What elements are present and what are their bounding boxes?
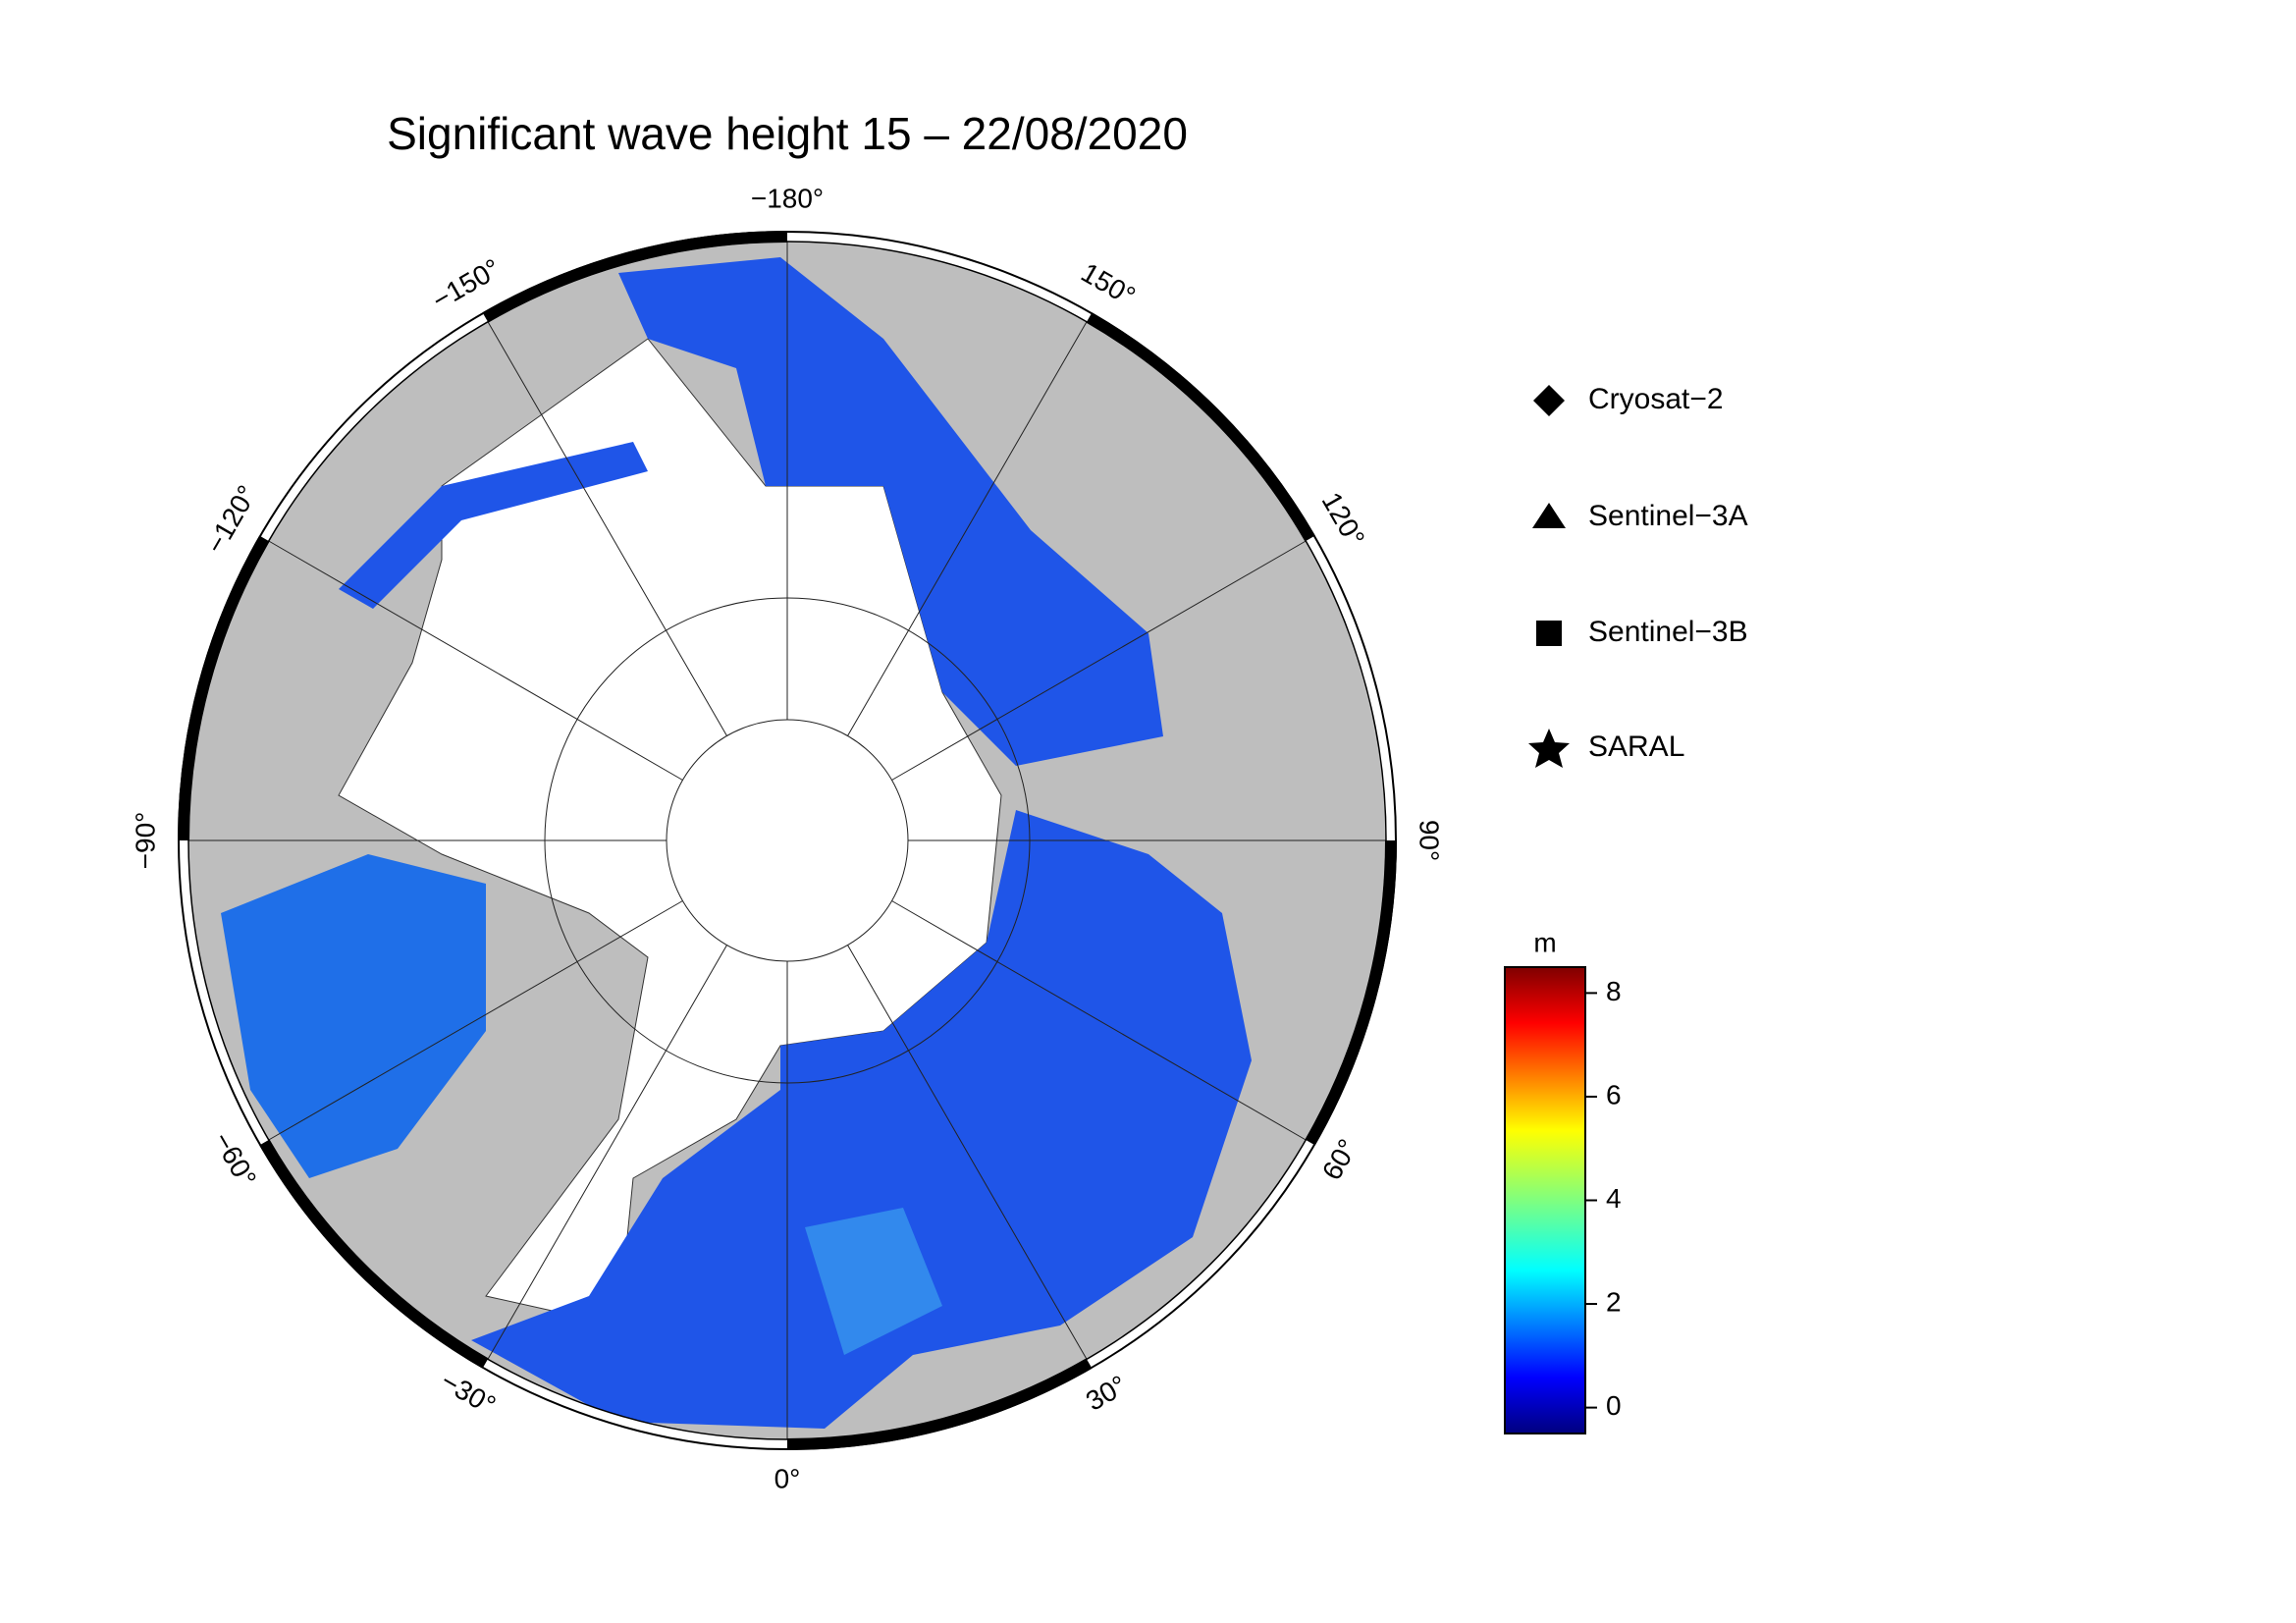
lon-label: 90° (1415, 820, 1445, 861)
meridian (487, 945, 727, 1360)
colorbar-tick-label: 0 (1606, 1390, 1622, 1421)
meridian (891, 540, 1307, 781)
wave-swath (805, 1208, 942, 1355)
map-body (188, 242, 1386, 1439)
frame-segment (259, 1139, 489, 1369)
graticule (188, 242, 1386, 1439)
lon-label: −60° (207, 1127, 262, 1192)
lon-label: −30° (436, 1366, 501, 1421)
meridian (847, 945, 1088, 1360)
wave-swath (339, 442, 648, 609)
colorbar: m 0 2 4 6 8 (1504, 927, 1622, 1434)
map-frame (178, 231, 1397, 1450)
colorbar-ramp (1504, 966, 1586, 1434)
legend-marker (1533, 385, 1565, 416)
meridian (487, 321, 727, 736)
colorbar-unit: m (1533, 927, 1556, 957)
map-title: Significant wave height 15 – 22/08/2020 (387, 108, 1188, 159)
legend-label: Sentinel−3B (1588, 616, 1748, 648)
legend-marker (1532, 503, 1566, 528)
lon-label: −90° (130, 812, 160, 870)
lon-label: 0° (774, 1463, 801, 1493)
colorbar-tick-label: 4 (1606, 1183, 1622, 1214)
frame-segment (786, 1358, 1093, 1450)
wave-swath (471, 810, 1252, 1429)
colorbar-tick-label: 8 (1606, 976, 1622, 1006)
frame-segment (1305, 839, 1397, 1146)
meridian (268, 900, 683, 1141)
wave-swath (618, 257, 1163, 766)
frame-segment (482, 231, 788, 323)
meridian (891, 900, 1307, 1141)
meridian (847, 321, 1088, 736)
legend-label: Sentinel−3A (1588, 500, 1748, 532)
wave-swath (221, 854, 486, 1178)
lon-label: 150° (1076, 257, 1141, 312)
lon-label: 120° (1316, 487, 1371, 552)
legend-marker (1528, 729, 1570, 768)
frame-segment (1086, 312, 1315, 542)
lon-label: 30° (1081, 1370, 1132, 1417)
lon-label: 60° (1316, 1134, 1363, 1185)
legend-marker (1536, 621, 1562, 646)
colorbar-tick-label: 6 (1606, 1079, 1622, 1109)
legend: Cryosat−2 Sentinel−3A Sentinel−3B SARAL (1528, 383, 1748, 768)
colorbar-tick-label: 2 (1606, 1286, 1622, 1317)
meridian (268, 540, 683, 781)
legend-label: SARAL (1588, 730, 1684, 763)
lon-label: −180° (751, 183, 824, 213)
legend-label: Cryosat−2 (1588, 383, 1724, 415)
frame-segment (178, 535, 270, 841)
